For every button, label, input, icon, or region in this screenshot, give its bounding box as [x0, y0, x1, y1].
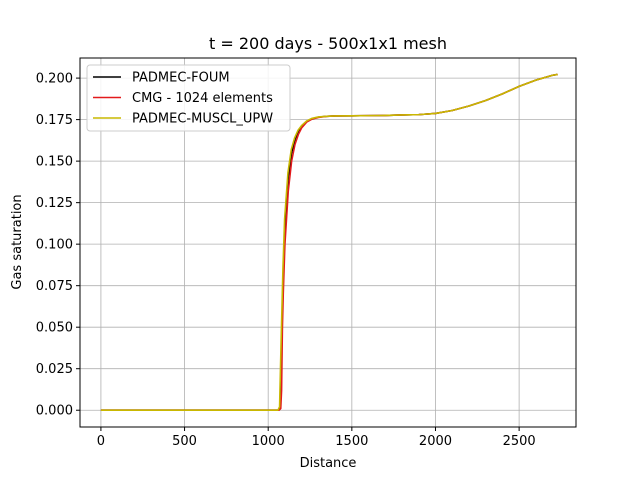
- legend-label-2: PADMEC-MUSCL_UPW: [132, 112, 273, 127]
- y-tick-label: 0.175: [36, 113, 73, 128]
- y-tick-label: 0.000: [36, 404, 73, 419]
- y-tick-label: 0.025: [36, 362, 73, 377]
- legend-box: [86, 64, 291, 132]
- chart-title: t = 200 days - 500x1x1 mesh: [209, 34, 447, 53]
- plot-frame: [79, 57, 577, 428]
- x-tick-label: 2000: [419, 434, 452, 449]
- y-tick-label: 0.050: [36, 321, 73, 336]
- series-lines: [100, 73, 558, 412]
- series-line-2: [100, 73, 558, 412]
- y-tick-label: 0.125: [36, 196, 73, 211]
- x-tick-label: 1500: [335, 434, 368, 449]
- x-tick-label: 2500: [503, 434, 536, 449]
- y-tick-label: 0.150: [36, 155, 73, 170]
- y-tick-label: 0.075: [36, 279, 73, 294]
- legend-label-0: PADMEC-FOUM: [132, 71, 230, 86]
- y-tick-label: 0.100: [36, 238, 73, 253]
- legend: PADMEC-FOUM CMG - 1024 elements PADMEC-MUS…: [86, 64, 291, 132]
- x-tick-label: 1000: [252, 434, 285, 449]
- legend-label-1: CMG - 1024 elements: [132, 91, 273, 106]
- x-tick-label: 0: [97, 434, 105, 449]
- y-axis-label: Gas saturation: [10, 194, 25, 289]
- y-tick-label: 0.200: [36, 72, 73, 87]
- x-tick-label: 500: [172, 434, 197, 449]
- axis-ticks: 0 500 1000 1500 2000 2500 0.000 0.025 0.050 0.075…: [36, 72, 536, 449]
- x-axis-label: Distance: [300, 456, 357, 471]
